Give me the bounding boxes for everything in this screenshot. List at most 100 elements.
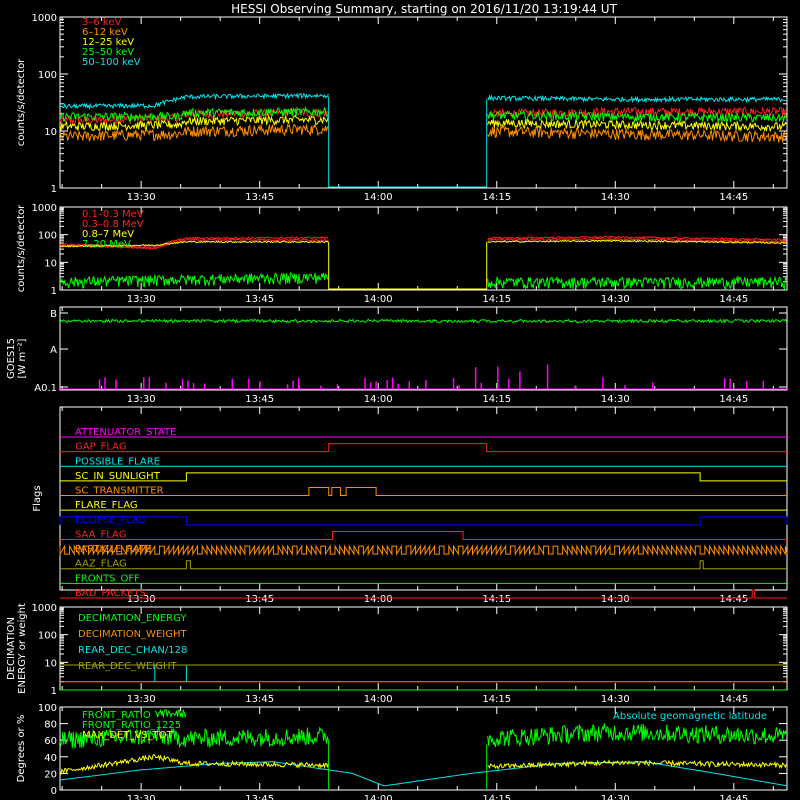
- panel5-xtick-label: 14:15: [482, 694, 511, 705]
- panel4-flag-particle-rate: [59, 544, 788, 556]
- panel3-ylabel-units: [W m⁻²]: [17, 338, 28, 378]
- panel6-legend-max-det-vs-tot: MAX_DET_VS_TOT: [82, 730, 174, 741]
- panel2-series-0-3-0-8-mev: [59, 238, 329, 250]
- panel5-ylabel: DECIMATION: [6, 617, 17, 680]
- panel1-frame: [59, 16, 788, 189]
- panel4-flag-aaz-flag: [60, 560, 787, 570]
- panel2-series-0-1-0-3-mev: [487, 235, 787, 242]
- panel4-flag-flare-flag-label: FLARE_FLAG: [75, 500, 138, 511]
- panel4-xtick-label: 13:45: [245, 594, 274, 605]
- panel1-legend-12-25-kev: 12–25 keV: [82, 37, 134, 48]
- panel1-ylabel: counts/s/detector: [16, 58, 27, 146]
- panel3-ytick-label: B: [50, 309, 57, 320]
- panel4-flag-fronts-off-label: FRONTS_OFF: [75, 573, 140, 584]
- panel3-xtick-label: 14:30: [601, 394, 630, 405]
- panel1-ytick-label: 1000: [32, 13, 57, 24]
- panel4-flag-saa-flag-label: SAA_FLAG: [75, 529, 126, 540]
- panel6-ytick-label: 20: [44, 769, 57, 780]
- panel6-xtick-label: 14:30: [601, 794, 630, 800]
- panel2-ytick-label: 1: [51, 286, 57, 297]
- panel2-xtick-label: 14:00: [364, 294, 393, 305]
- panel5-ylabel-2: ENERGY or weight: [17, 603, 28, 694]
- panel6-ytick-label: 60: [44, 736, 57, 747]
- panel1-series-3-6-kev: [487, 106, 787, 120]
- panel5-ytick-label: 100: [38, 631, 57, 642]
- panel1-series-6-12-kev: [59, 123, 329, 142]
- panel1-gap-outline: [328, 96, 488, 188]
- panel4-xtick-label: 14:15: [482, 594, 511, 605]
- panel3-series-goes-long: [59, 318, 788, 324]
- panel4-flag-saa-flag: [60, 530, 787, 540]
- panel3-xtick-label: 13:30: [127, 394, 156, 405]
- panel6-xtick-label: 13:30: [127, 794, 156, 800]
- panel2-xtick-label: 13:30: [127, 294, 156, 305]
- panel2-xtick-label: 14:45: [719, 294, 748, 305]
- panel4-xtick-label: 14:45: [719, 594, 748, 605]
- panel6-ytick-label: 40: [44, 753, 57, 764]
- panel1-series-25-50-kev: [487, 109, 787, 123]
- panel6-legend-front-ratio-1225: FRONT_RATIO_1225: [82, 720, 181, 731]
- panel3-ytick-label: A: [50, 345, 57, 356]
- panel4-flag-bad-packets-label: BAD_PACKETS: [75, 588, 146, 599]
- panel3-xtick-label: 14:45: [719, 394, 748, 405]
- panel6-series-absolute-geomagnetic-latitude: [59, 761, 788, 787]
- panel1-xtick-label: 14:45: [719, 192, 748, 203]
- panel2-xtick-label: 13:45: [245, 294, 274, 305]
- panel1-xtick-label: 14:00: [364, 192, 393, 203]
- panel5-xtick-label: 14:45: [719, 694, 748, 705]
- panel2-legend-0-8-7-mev: 0.8–7 MeV: [82, 229, 134, 240]
- panel6-annotation: Absolute geomagnetic latitude: [613, 711, 767, 722]
- panel2-series-7-20-mev: [487, 275, 787, 291]
- panel2-legend-0-1-0-3-mev: 0.1–0.3 MeV: [82, 209, 144, 220]
- panel5-xtick-label: 14:30: [601, 694, 630, 705]
- panel6-frame: [59, 706, 788, 791]
- panel1-series-50-100-kev: [59, 92, 329, 111]
- panel5-xtick-label: 13:45: [245, 694, 274, 705]
- panel4-flag-gap-flag: [60, 443, 787, 453]
- panel4-flag-bad-packets: [60, 589, 787, 599]
- panel6-series-max-det-vs-tot: [59, 753, 329, 776]
- panel2-gap-outline: [328, 241, 488, 290]
- panel4-flag-gap-flag-label: GAP_FLAG: [75, 442, 127, 453]
- panel4-flag-sc-transmitter-label: SC_TRANSMITTER: [75, 486, 164, 497]
- panel1-xtick-label: 13:30: [127, 192, 156, 203]
- panel2-frame: [59, 206, 788, 291]
- panel1-xtick-label: 14:15: [482, 192, 511, 203]
- panel4-flag-eclipse-flag-label: ECLIPSE_FLAG: [75, 515, 146, 526]
- panel4-frame: [59, 406, 788, 591]
- panel6-ytick-label: 0: [51, 786, 57, 797]
- panel5-legend-rear-dec-weight: REAR_DEC_WEIGHT: [78, 661, 177, 672]
- panel6-ylabel: Degrees or %: [16, 715, 27, 783]
- panel6-series-max-det-vs-tot: [487, 759, 787, 771]
- panel1-legend-6-12-kev: 6–12 keV: [82, 27, 128, 38]
- panel5-ytick-label: 1: [51, 686, 57, 697]
- panel1-series-3-6-kev: [59, 107, 329, 126]
- panel1-legend-3-6-kev: 3–6 keV: [82, 17, 121, 28]
- panel6-series-front-ratio-1225: [154, 708, 187, 719]
- panel3-xtick-label: 14:15: [482, 394, 511, 405]
- panel5-legend-decimation-energy: DECIMATION_ENERGY: [78, 613, 187, 624]
- panel5-legend-decimation-weight: DECIMATION_WEIGHT: [78, 629, 187, 640]
- figure-title: HESSI Observing Summary, starting on 201…: [231, 2, 617, 16]
- panel1-ytick-label: 100: [38, 70, 57, 81]
- panel2-xtick-label: 14:30: [601, 294, 630, 305]
- panel2-legend-0-3-0-8-mev: 0.3–0.8 MeV: [82, 219, 144, 230]
- panel2-ylabel: counts/s/detector: [16, 204, 27, 292]
- panel1-xtick-label: 13:45: [245, 192, 274, 203]
- panel1-series-12-25-kev: [487, 118, 787, 133]
- panel1-series-25-50-kev: [59, 105, 329, 122]
- panel6-legend-front-ratio: FRONT_RATIO: [82, 710, 151, 721]
- panel1-legend-50-100-kev: 50–100 keV: [82, 57, 141, 68]
- panel5-ytick-label: 10: [44, 658, 57, 669]
- panel6-ytick-label: 100: [38, 703, 57, 714]
- panel4-flag-particle-rate-label: PARTICLE_RATE: [75, 544, 151, 555]
- panel2-ytick-label: 100: [38, 231, 57, 242]
- panel5-xtick-label: 13:30: [127, 694, 156, 705]
- panel4-flag-sc-in-sunlight: [60, 472, 787, 482]
- panel6-gap-outline: [328, 740, 488, 789]
- panel6-ytick-label: 80: [44, 720, 57, 731]
- panel2-series-7-20-mev: [59, 272, 329, 289]
- panel4-flag-possible-flare-label: POSSIBLE_FLARE: [75, 456, 160, 467]
- panel1-xtick-label: 14:30: [601, 192, 630, 203]
